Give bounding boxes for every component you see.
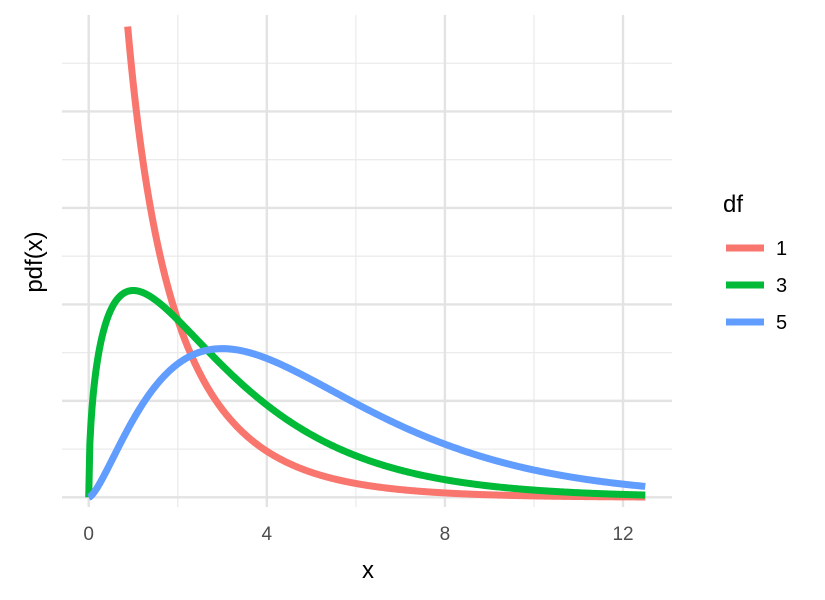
minor-gridlines bbox=[62, 15, 672, 507]
legend-label-df-5: 5 bbox=[776, 312, 787, 334]
y-axis-title: pdf(x) bbox=[21, 231, 48, 292]
series-lines bbox=[85, 26, 648, 501]
legend-label-df-1: 1 bbox=[776, 238, 787, 260]
x-tick-label: 12 bbox=[612, 524, 633, 545]
x-axis-title: x bbox=[362, 557, 374, 584]
major-gridlines bbox=[62, 15, 672, 507]
legend-items: 1 3 5 bbox=[726, 238, 787, 334]
x-tick-label: 0 bbox=[83, 524, 94, 545]
series-line-df-5 bbox=[86, 345, 648, 501]
legend-title: df bbox=[723, 191, 743, 218]
x-tick-label: 4 bbox=[262, 524, 273, 545]
series-line-df-1 bbox=[124, 26, 648, 501]
x-axis-ticks: 0 4 8 12 bbox=[83, 524, 633, 545]
legend: df 1 3 5 bbox=[723, 191, 787, 334]
legend-label-df-3: 3 bbox=[776, 275, 787, 297]
series-line-df-3 bbox=[85, 286, 648, 499]
x-tick-label: 8 bbox=[440, 524, 451, 545]
